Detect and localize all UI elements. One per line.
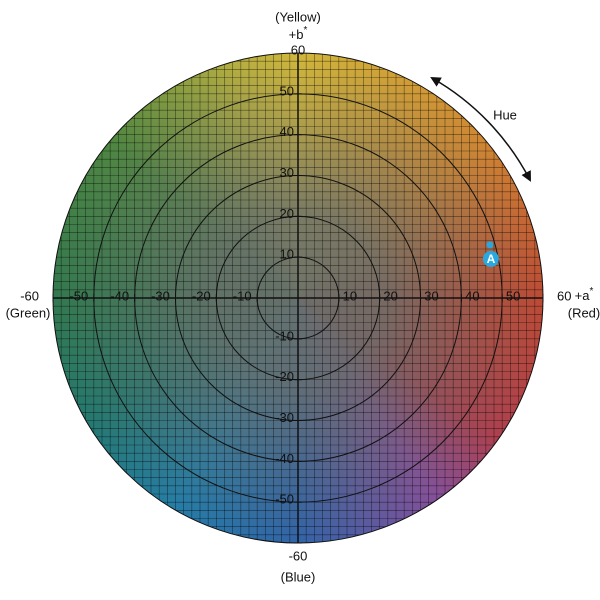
- a-positive-note: (Red): [568, 305, 600, 320]
- a-tick-label: 40: [465, 288, 479, 303]
- b-tick-label: -20: [275, 369, 294, 384]
- b-tick-label: -30: [275, 410, 294, 425]
- b-label: +b: [289, 27, 304, 42]
- a-tick-label: -50: [69, 288, 88, 303]
- b-tick-label: 60: [291, 42, 305, 57]
- a-tick-label: 20: [383, 288, 397, 303]
- a-tick-label: 50: [506, 288, 520, 303]
- b-tick-label: 30: [280, 165, 294, 180]
- a-tick-label: -40: [110, 288, 129, 303]
- b-tick-label: 50: [280, 83, 294, 98]
- point-badge: [482, 250, 499, 267]
- b-tick-label: -50: [275, 492, 294, 507]
- b-axis-label: +b*: [289, 25, 308, 43]
- a-tick-label: -10: [233, 288, 252, 303]
- b-negative-note: (Blue): [281, 569, 316, 584]
- point-label: A: [487, 252, 496, 266]
- b-positive-note: (Yellow): [275, 9, 321, 24]
- hue-label: Hue: [493, 107, 517, 122]
- b-tick-label: 20: [280, 206, 294, 221]
- a-label-sup: *: [589, 286, 593, 297]
- b-tick-label: -40: [275, 451, 294, 466]
- a-tick-label: 10: [343, 288, 357, 303]
- a-tick-label: -60: [20, 288, 39, 303]
- b-tick-label: -10: [275, 328, 294, 343]
- a-axis-label: +a*: [575, 286, 594, 304]
- a-negative-note: (Green): [6, 305, 51, 320]
- a-label: +a: [575, 288, 591, 303]
- a-tick-label: -30: [151, 288, 170, 303]
- point-a: [486, 241, 494, 249]
- a-tick-label: -20: [192, 288, 211, 303]
- b-tick-label: 10: [280, 247, 294, 262]
- b-label-sup: *: [303, 25, 307, 36]
- a-tick-label: 30: [424, 288, 438, 303]
- b-tick-label: 40: [280, 124, 294, 139]
- hue-arrow: [430, 76, 531, 182]
- b-tick-label: -60: [289, 548, 308, 563]
- a-tick-label: 60: [557, 288, 571, 303]
